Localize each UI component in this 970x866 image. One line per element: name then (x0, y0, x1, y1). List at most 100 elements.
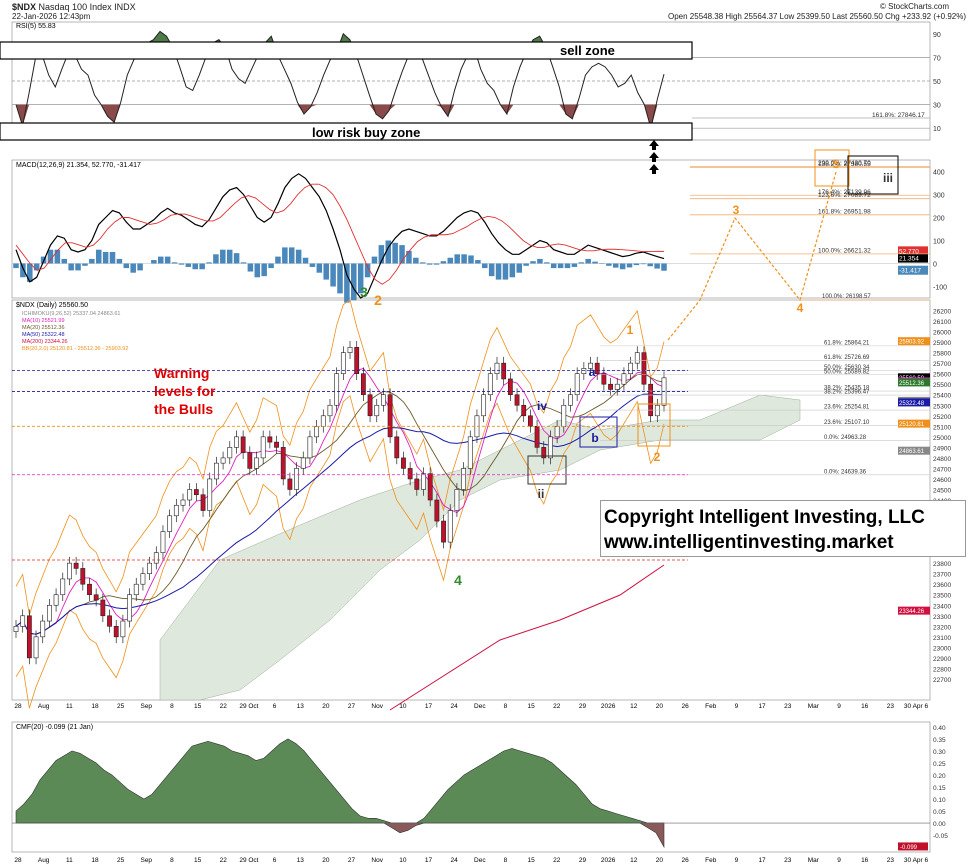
candle-body (220, 457, 226, 464)
x-axis-label-bottom: 15 (194, 857, 202, 864)
ma200-line (389, 564, 665, 711)
macd-histogram-bar (151, 260, 157, 264)
copyright-box: Copyright Intelligent Investing, LLC www… (600, 500, 966, 557)
x-axis-label-bottom: 30 Apr 6 (904, 857, 929, 864)
price-value-tag (898, 398, 930, 407)
cmf-title: CMF(20) -0.099 (21 Jan) (16, 724, 93, 731)
macd-histogram-bar (330, 263, 336, 287)
target-box-black (847, 155, 899, 195)
macd-histogram-bar (488, 263, 495, 277)
macd-histogram-bar (468, 255, 474, 264)
x-axis-label-bottom: Nov (371, 857, 383, 864)
macd-panel: -100 0 100 200 300 400 MACD(12,26,9) 21.354, 5… (12, 160, 947, 303)
macd-histogram-bar (399, 245, 405, 264)
macd-histogram-bar (426, 263, 433, 265)
x-axis-label-bottom: 20 (656, 857, 664, 864)
candle-body (421, 473, 426, 490)
price-value-label: 25903.92 (899, 340, 925, 346)
candle-body (80, 568, 86, 585)
macd-histogram-bar (123, 263, 130, 269)
macd-histogram-bar (537, 258, 543, 264)
candle-body (574, 373, 580, 396)
macd-histogram-bar (509, 263, 516, 278)
macd-histogram-bar (68, 263, 74, 271)
x-axis-label-bottom: 13 (297, 857, 305, 864)
wave-label: 3 (733, 203, 740, 217)
macd-histogram-bar (475, 260, 481, 264)
price-tick-label: 23600 (933, 582, 951, 589)
wave-label: iv (537, 399, 547, 413)
price-legend-item: MA(10) 25521.99 (22, 318, 65, 324)
price-tick-label: 24900 (933, 445, 951, 452)
macd-tick-label: -100 (933, 285, 947, 292)
x-axis-label-bottom: 11 (66, 857, 73, 864)
candle-body (381, 394, 386, 406)
macd-histogram-bar (654, 263, 660, 269)
macd-histogram-bar (309, 263, 316, 267)
candle-body (127, 594, 132, 622)
cmf-tick-label: 0.30 (933, 749, 946, 756)
x-axis-label-bottom: 23 (784, 857, 792, 864)
price-tick-label: 23000 (933, 645, 951, 652)
macd-histogram-bar (213, 254, 219, 264)
cmf-tick-label: 0.05 (933, 809, 946, 816)
macd-histogram-bar (233, 253, 240, 264)
macd-histogram-bar (419, 262, 426, 264)
fib-retracement-label: 61.8%: 25726.69 (824, 355, 870, 361)
price-tick-label: 25100 (933, 424, 951, 431)
x-axis-label-bottom: 22 (553, 857, 561, 864)
fib-projection-label: 200.0%: 27430.70 (818, 160, 871, 167)
macd-histogram-bar (523, 263, 529, 266)
price-value-tag (898, 606, 930, 615)
candle-body (347, 347, 353, 353)
moving-average-line (15, 367, 665, 635)
x-axis-label-bottom: 28 (14, 857, 22, 864)
x-axis-label-bottom: 23 (887, 857, 895, 864)
candle-body (267, 436, 273, 443)
x-axis-label: 18 (91, 703, 99, 710)
candle-body (40, 620, 46, 638)
x-axis-label-bottom: 15 (528, 857, 536, 864)
x-axis-label: 23 (887, 703, 895, 710)
macd-histogram-bar (220, 249, 226, 264)
x-axis-label-bottom: 26 (681, 857, 689, 864)
candle-body (214, 462, 219, 480)
candle-body (521, 404, 527, 417)
candle-body (374, 404, 380, 417)
candle-body (73, 562, 79, 569)
macd-histogram-bar (240, 262, 247, 264)
macd-histogram-bar (647, 263, 653, 267)
x-axis-label: 17 (758, 703, 766, 710)
macd-histogram-bar (261, 263, 267, 277)
price-legend-item: ICHIMOKU(9,26,52) 25337.04 24863.61 (22, 311, 120, 317)
cmf-tick-label: 0.15 (933, 785, 946, 792)
candle-body (173, 504, 179, 517)
price-tick-label: 23300 (933, 614, 951, 621)
macd-histogram-bar (20, 263, 26, 278)
candle-body (187, 489, 193, 501)
macd-histogram-bar (544, 262, 550, 264)
quote-line: Open 25548.38 High 25564.37 Low 25399.50… (668, 12, 967, 21)
price-tick-label: 23200 (933, 624, 951, 631)
macd-histogram-bar (199, 263, 205, 270)
macd-histogram-bar (413, 257, 419, 264)
price-tick-label: 23100 (933, 635, 951, 642)
candle-body (494, 362, 500, 374)
x-axis-label: 28 (14, 703, 22, 710)
macd-histogram-bar (392, 242, 398, 264)
x-axis-label: 9 (837, 703, 841, 710)
price-tick-label: 22800 (933, 666, 951, 673)
fib-projection-label: 100.0%: 26621.32 (818, 247, 871, 254)
wave-ii-box (527, 455, 567, 485)
rsi-tick-label: 30 (933, 103, 941, 110)
rsi-tick-label: 90 (933, 32, 941, 39)
macd-histogram-bar (482, 263, 488, 269)
x-axis-label: 26 (681, 703, 689, 710)
price-tick-label: 25300 (933, 403, 951, 410)
price-value-tag (898, 337, 930, 346)
rsi-tick-label: 70 (933, 55, 941, 62)
macd-histogram-bar (606, 263, 612, 266)
candle-body (601, 373, 607, 385)
candle-body (507, 378, 513, 396)
candle-body (447, 510, 453, 543)
